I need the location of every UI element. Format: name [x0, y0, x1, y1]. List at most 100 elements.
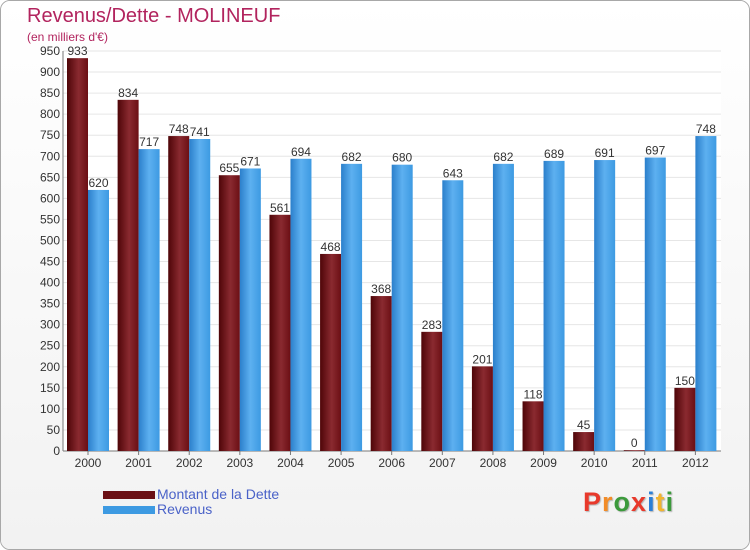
- y-tick-label: 50: [47, 423, 61, 437]
- legend-label-revenus: Revenus: [157, 501, 213, 517]
- x-tick-label: 2001: [125, 456, 152, 470]
- bar-revenus: [492, 163, 514, 451]
- x-tick-label: 2010: [581, 456, 608, 470]
- data-label: 697: [645, 144, 665, 158]
- logo-letter: o: [613, 487, 632, 517]
- data-label: 150: [675, 374, 695, 388]
- y-tick-label: 100: [40, 402, 60, 416]
- y-tick-label: 750: [40, 128, 60, 142]
- bar-dette: [623, 450, 645, 451]
- y-tick-label: 800: [40, 107, 60, 121]
- proxiti-logo: Proxiti: [583, 487, 674, 518]
- y-tick-label: 300: [40, 318, 60, 332]
- y-tick-label: 200: [40, 360, 60, 374]
- y-tick-label: 700: [40, 149, 60, 163]
- data-label: 468: [321, 240, 341, 254]
- logo-letter: i: [647, 487, 656, 517]
- bar-revenus: [341, 163, 363, 451]
- logo-letter: r: [602, 487, 614, 517]
- logo-letter: i: [665, 487, 675, 517]
- y-tick-label: 900: [40, 65, 60, 79]
- y-tick-label: 250: [40, 339, 60, 353]
- x-tick-label: 2009: [530, 456, 557, 470]
- data-label: 643: [443, 166, 463, 180]
- data-label: 748: [696, 122, 716, 136]
- chart-subtitle: (en milliers d'€): [27, 30, 108, 44]
- bar-revenus: [644, 157, 666, 452]
- bar-dette: [168, 136, 190, 452]
- x-tick-label: 2000: [75, 456, 102, 470]
- data-label: 691: [595, 146, 615, 160]
- x-tick-label: 2005: [328, 456, 355, 470]
- y-tick-label: 550: [40, 212, 60, 226]
- bar-dette: [117, 99, 139, 451]
- data-label: 741: [190, 125, 210, 139]
- data-label: 717: [139, 135, 159, 149]
- bar-dette: [218, 175, 240, 452]
- data-label: 682: [493, 150, 513, 164]
- bar-revenus: [594, 160, 616, 452]
- data-label: 694: [291, 145, 311, 159]
- data-label: 834: [118, 86, 138, 100]
- y-tick-label: 500: [40, 233, 60, 247]
- x-tick-label: 2002: [176, 456, 203, 470]
- y-tick-label: 350: [40, 297, 60, 311]
- legend-label-dette: Montant de la Dette: [157, 486, 280, 502]
- data-label: 620: [88, 176, 108, 190]
- bar-revenus: [290, 158, 312, 451]
- bar-dette: [320, 253, 342, 451]
- bar-dette: [573, 432, 595, 451]
- y-tick-label: 850: [40, 86, 60, 100]
- data-label: 680: [392, 151, 412, 165]
- bar-dette: [674, 387, 696, 451]
- legend-swatch-revenus: [103, 506, 155, 514]
- bar-dette: [421, 331, 443, 451]
- data-label: 0: [631, 436, 638, 450]
- x-tick-label: 2006: [378, 456, 405, 470]
- y-tick-label: 650: [40, 170, 60, 184]
- x-tick-label: 2012: [682, 456, 709, 470]
- y-tick-label: 600: [40, 191, 60, 205]
- data-label: 682: [342, 150, 362, 164]
- y-tick-label: 450: [40, 255, 60, 269]
- data-label: 45: [577, 418, 591, 432]
- data-label: 671: [240, 154, 260, 168]
- logo-letter: x: [631, 487, 648, 517]
- bar-revenus: [138, 149, 160, 451]
- data-label: 283: [422, 318, 442, 332]
- data-label: 201: [472, 352, 492, 366]
- bar-revenus: [189, 139, 211, 451]
- x-tick-label: 2004: [277, 456, 304, 470]
- logo-letter: t: [655, 487, 666, 517]
- x-tick-label: 2011: [632, 456, 658, 470]
- bar-revenus: [88, 189, 109, 451]
- bar-revenus: [391, 164, 413, 451]
- y-tick-label: 0: [53, 444, 60, 458]
- bar-revenus: [543, 160, 565, 452]
- data-label: 118: [523, 387, 542, 401]
- data-label: 748: [169, 122, 189, 136]
- x-tick-label: 2008: [480, 456, 507, 470]
- bar-dette: [269, 214, 291, 451]
- x-tick-label: 2007: [429, 456, 456, 470]
- y-tick-label: 150: [40, 381, 60, 395]
- y-tick-label: 400: [40, 276, 60, 290]
- logo-letter: P: [583, 487, 603, 517]
- data-label: 933: [67, 44, 87, 58]
- bar-revenus: [695, 136, 717, 452]
- bar-revenus: [442, 180, 464, 451]
- legend-swatch-dette: [103, 491, 155, 499]
- chart-title: Revenus/Dette - MOLINEUF: [27, 5, 281, 27]
- data-label: 561: [270, 201, 290, 215]
- bar-dette: [67, 58, 88, 451]
- y-tick-label: 950: [40, 44, 60, 58]
- data-label: 655: [219, 161, 239, 175]
- bar-revenus: [239, 168, 261, 451]
- x-tick-label: 2003: [226, 456, 253, 470]
- bar-dette: [370, 296, 392, 451]
- bar-dette: [471, 366, 493, 451]
- data-label: 689: [544, 147, 564, 161]
- data-label: 368: [371, 282, 391, 296]
